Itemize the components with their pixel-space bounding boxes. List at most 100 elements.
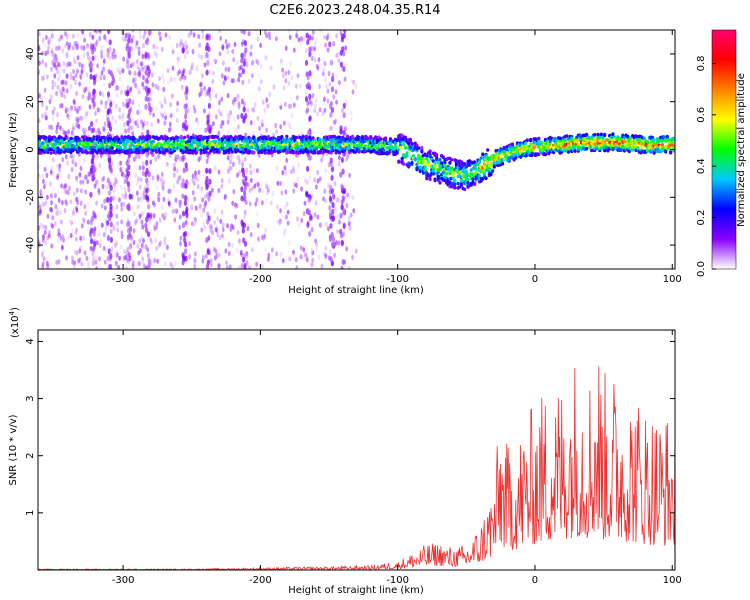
spectrogram-noise-cell [126, 85, 130, 91]
spectrogram-streak-cell [243, 262, 247, 269]
spectrogram-ridge-cell [85, 150, 89, 155]
spectrogram-streak-cell [342, 112, 346, 119]
spectrogram-noise-cell [163, 261, 167, 267]
spectrogram-noise-cell [143, 209, 147, 215]
spectrogram-noise-cell [83, 157, 86, 163]
spectrogram-noise-cell [137, 260, 141, 267]
spectrogram-ridge-cell [199, 134, 203, 139]
spectrogram-ridge-cell [313, 150, 317, 155]
spectrogram-noise-cell [152, 112, 156, 118]
spectrogram-noise-cell [147, 96, 151, 102]
spectrogram-ridge-cell [393, 145, 398, 149]
spectrogram-noise-cell [253, 262, 257, 268]
spectrogram-noise-cell [100, 44, 104, 50]
spectrogram-noise-cell [152, 213, 156, 219]
spectrogram-noise-cell [77, 159, 81, 165]
spectrogram-ridge-cell [510, 142, 515, 146]
spectrogram-noise-cell [300, 217, 304, 224]
spectrogram-noise-cell [237, 77, 241, 83]
spectrogram-noise-cell [276, 204, 279, 210]
spectrogram-ridge-cell [486, 160, 490, 164]
spectrogram-noise-cell [45, 172, 49, 178]
spectrogram-noise-cell [244, 132, 248, 138]
spectrogram-streak-cell [341, 168, 345, 175]
spectrogram-noise-cell [289, 103, 293, 110]
spectrogram-noise-cell [82, 86, 86, 92]
spectrogram-ridge-cell [365, 136, 370, 140]
spectrogram-noise-cell [162, 252, 166, 259]
spectrogram-noise-cell [111, 75, 115, 81]
spectrogram-ridge-cell [436, 178, 440, 182]
spectrogram-streak-cell [147, 231, 151, 238]
spectrogram-noise-cell [247, 182, 250, 188]
spectrogram-noise-cell [88, 56, 92, 62]
spectrogram-ridge-cell [529, 138, 533, 143]
spectrogram-streak-cell [106, 235, 110, 241]
spectrogram-noise-cell [76, 118, 79, 124]
spectrogram-streak-cell [328, 236, 333, 243]
spectrogram-noise-cell [248, 187, 252, 193]
spectrogram-streak-cell [342, 223, 346, 230]
spectrogram-noise-cell [178, 69, 181, 75]
spectrogram-noise-cell [123, 121, 126, 128]
spectrogram-noise-cell [76, 32, 80, 38]
spectrogram-noise-cell [50, 243, 54, 249]
spectrogram-streak-cell [305, 32, 309, 39]
spectrogram-noise-cell [51, 84, 55, 90]
spectrogram-ridge-cell [449, 158, 454, 162]
spectrogram-ridge-cell [403, 135, 407, 140]
spectrogram-noise-cell [241, 159, 245, 165]
spectrogram-noise-cell [46, 74, 49, 80]
spectrogram-noise-cell [224, 66, 228, 72]
spectrogram-ridge-cell [252, 150, 256, 155]
spectrogram-noise-cell [156, 176, 160, 182]
spectrogram-streak-cell [205, 184, 209, 191]
spectrogram-noise-cell [120, 234, 124, 240]
spectrogram-noise-cell [98, 90, 102, 96]
spectrogram-noise-cell [218, 51, 222, 57]
spectrogram-streak-cell [109, 196, 113, 203]
spectrogram-noise-cell [269, 65, 273, 71]
spectrogram-streak-cell [206, 60, 210, 66]
spectrogram-noise-cell [217, 263, 221, 269]
spectrogram-noise-cell [87, 171, 91, 177]
spectrogram-noise-cell [46, 194, 49, 200]
spectrogram-streak-cell [109, 184, 113, 191]
spectrogram-noise-cell [67, 129, 70, 135]
spectrogram-streak-cell [242, 196, 246, 202]
spectrogram-noise-cell [296, 73, 300, 79]
spectrogram-noise-cell [108, 46, 112, 52]
spectrogram-ridge-cell [672, 137, 675, 142]
spectrogram-noise-cell [94, 131, 98, 137]
spectrogram-noise-cell [271, 190, 275, 197]
spectrogram-noise-cell [233, 41, 237, 48]
spectrogram-noise-cell [334, 89, 338, 95]
spectrogram-noise-cell [275, 251, 278, 257]
spectrogram-noise-cell [245, 62, 249, 68]
spectrogram-streak-cell [304, 59, 309, 66]
spectrogram-noise-cell [216, 216, 220, 222]
spectrogram-noise-cell [41, 50, 44, 56]
spectrogram-streak-cell [144, 222, 148, 229]
spectrogram-noise-cell [289, 169, 293, 175]
spectrogram-noise-cell [319, 30, 322, 34]
spectrogram-noise-cell [153, 226, 157, 232]
spectrogram-noise-cell [55, 210, 59, 216]
spectrogram-streak-cell [339, 125, 343, 132]
spectrogram-noise-cell [166, 68, 170, 74]
spectrogram-noise-cell [229, 165, 232, 171]
spectrogram-noise-cell [280, 58, 283, 64]
spectrogram-noise-cell [55, 129, 59, 135]
spectrogram-noise-cell [282, 120, 286, 126]
spectrogram-ridge-cell [634, 148, 638, 152]
spectrogram-noise-cell [258, 125, 261, 131]
spectrogram-noise-cell [74, 79, 77, 85]
spectrogram-noise-cell [61, 200, 64, 206]
spectrogram-noise-cell [350, 79, 353, 85]
snr-x-axis: -300 -200 -100 0 100 [112, 330, 682, 586]
spectrogram-noise-cell [147, 258, 151, 264]
spectrogram-noise-cell [124, 32, 128, 39]
spectrogram-noise-cell [55, 110, 59, 116]
spectrogram-noise-cell [316, 214, 320, 220]
spectrogram-ridge-cell [563, 138, 567, 142]
